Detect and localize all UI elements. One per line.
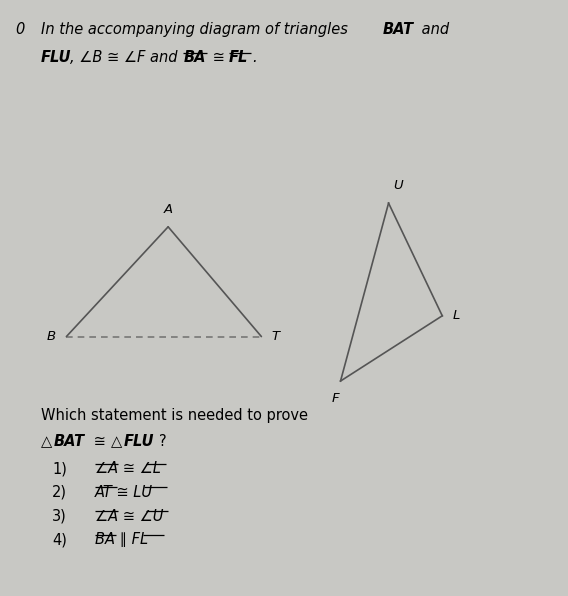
- Text: △: △: [41, 434, 52, 449]
- Text: .: .: [252, 50, 256, 65]
- Text: △: △: [111, 434, 122, 449]
- Text: Which statement is needed to prove: Which statement is needed to prove: [41, 408, 308, 423]
- Text: L: L: [453, 309, 460, 322]
- Text: B: B: [47, 330, 56, 343]
- Text: F: F: [332, 392, 339, 405]
- Text: In the accompanying diagram of triangles: In the accompanying diagram of triangles: [41, 22, 353, 37]
- Text: and: and: [417, 22, 449, 37]
- Text: BAT: BAT: [54, 434, 85, 449]
- Text: T: T: [272, 330, 279, 343]
- Text: BAT: BAT: [382, 22, 414, 37]
- Text: ∠A ≅ ∠U: ∠A ≅ ∠U: [95, 508, 163, 524]
- Text: , ∠B ≅ ∠F and: , ∠B ≅ ∠F and: [70, 50, 182, 65]
- Text: FLU: FLU: [41, 50, 72, 65]
- Text: FL: FL: [228, 50, 248, 65]
- Text: ≅: ≅: [89, 434, 111, 449]
- Text: ∠A ≅ ∠L: ∠A ≅ ∠L: [95, 461, 161, 476]
- Text: BA ∥ FL: BA ∥ FL: [95, 532, 148, 547]
- Text: ≅: ≅: [208, 50, 229, 65]
- Text: 2): 2): [52, 485, 67, 500]
- Text: 4): 4): [52, 532, 67, 547]
- Text: ?: ?: [158, 434, 166, 449]
- Text: A: A: [164, 203, 173, 216]
- Text: 1): 1): [52, 461, 67, 476]
- Text: U: U: [394, 179, 403, 193]
- Text: BA: BA: [183, 50, 206, 65]
- Text: 3): 3): [52, 508, 67, 524]
- Text: AT ≅ LU: AT ≅ LU: [95, 485, 153, 500]
- Text: FLU: FLU: [123, 434, 154, 449]
- Text: 0: 0: [15, 22, 25, 37]
